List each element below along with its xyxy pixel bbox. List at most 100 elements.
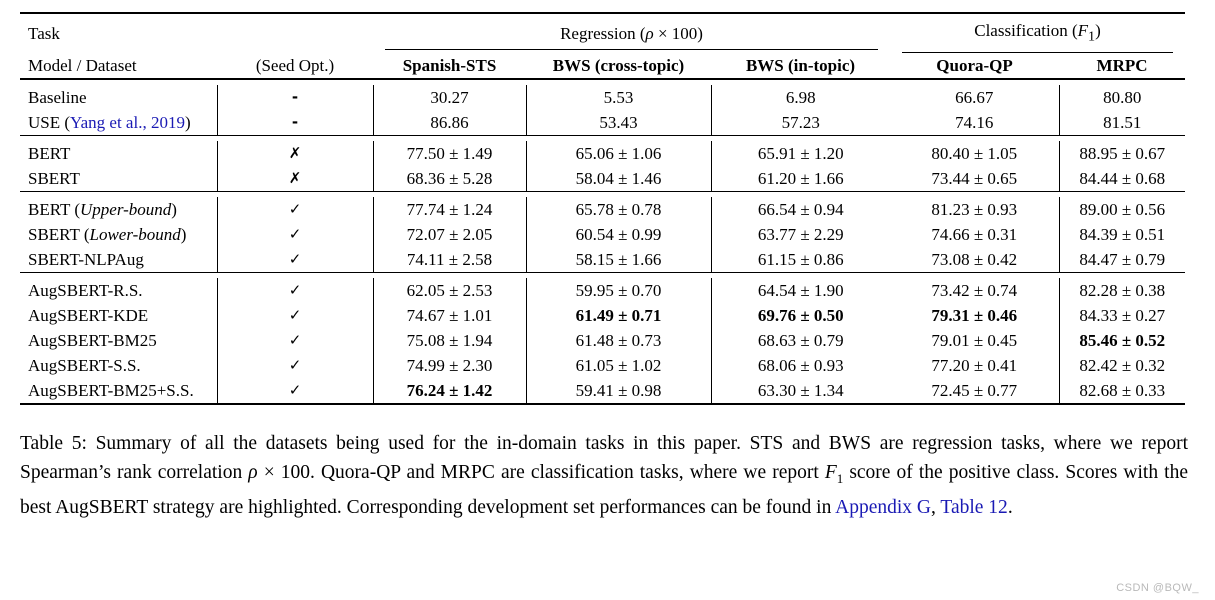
score-cell: 74.67 ± 1.01: [372, 303, 526, 329]
score-cell: 53.43: [525, 110, 711, 136]
score-cell: 74.16: [955, 113, 994, 133]
score-cell: 77.20 ± 0.41: [931, 356, 1018, 376]
score-cell: 66.67: [955, 88, 994, 108]
check-mark: ✓: [216, 222, 373, 248]
col-header-bws-cross-topic: BWS (cross-topic): [552, 56, 685, 76]
group-header-regression: Regression (ρ × 100): [373, 13, 890, 53]
score-cell: 80.80: [1058, 85, 1186, 111]
section-rule: [20, 191, 1186, 198]
citation-link-yang-2019[interactable]: Yang et al., 2019: [70, 113, 185, 133]
score-cell: 81.51: [1058, 110, 1186, 136]
score-cell: 62.05 ± 2.53: [372, 278, 526, 304]
model-name: SBERT-NLPAug: [28, 250, 144, 270]
check-mark: ✓: [216, 378, 373, 405]
score-cell: 65.91 ± 1.20: [710, 141, 891, 167]
score-cell: 74.99 ± 2.30: [372, 353, 526, 379]
caption-f1-symbol: F: [824, 462, 837, 484]
score-cell: 68.63 ± 0.79: [710, 328, 891, 354]
table-row-use: USE (Yang et al., 2019) - 86.86 53.43 57…: [20, 110, 1186, 136]
score-cell: 88.95 ± 0.67: [1058, 141, 1186, 167]
score-cell: 81.23 ± 0.93: [931, 200, 1018, 220]
score-cell: 77.50 ± 1.49: [372, 141, 526, 167]
section-rule: [20, 135, 1186, 142]
score-cell: 63.77 ± 2.29: [710, 222, 891, 248]
task-header: Task: [28, 24, 60, 44]
csdn-watermark: CSDN @BQW_: [1116, 582, 1199, 594]
cross-mark: ✗: [216, 166, 373, 192]
rule-after-header: [20, 78, 1186, 86]
score-cell: 73.08 ± 0.42: [931, 250, 1018, 270]
table-row-augsbert-rs: AugSBERT-R.S. ✓ 62.05 ± 2.53 59.95 ± 0.7…: [20, 278, 1186, 304]
model-name: USE (Yang et al., 2019): [28, 113, 191, 133]
table-12-link[interactable]: Table 12: [940, 497, 1008, 519]
table-row-bert: BERT ✗ 77.50 ± 1.49 65.06 ± 1.06 65.91 ±…: [20, 141, 1186, 167]
check-mark: ✓: [216, 247, 373, 273]
score-cell: 74.66 ± 0.31: [931, 225, 1018, 245]
table-row-augsbert-bm25-ss: AugSBERT-BM25+S.S. ✓ 76.24 ± 1.42 59.41 …: [20, 378, 1186, 405]
score-cell: 84.33 ± 0.27: [1058, 303, 1186, 329]
score-cell: 58.15 ± 1.66: [525, 247, 711, 273]
model-name: AugSBERT-R.S.: [28, 281, 143, 301]
caption-text: Table 5: Summary of all the datasets bei…: [20, 433, 1188, 484]
score-cell: 82.68 ± 0.33: [1058, 378, 1186, 405]
table-caption: Table 5: Summary of all the datasets bei…: [20, 433, 1188, 519]
score-cell: 80.40 ± 1.05: [931, 144, 1018, 164]
score-cell: 58.04 ± 1.46: [525, 166, 711, 192]
score-cell: 76.24 ± 1.42: [372, 378, 526, 405]
col-header-bws-in-topic: BWS (in-topic): [745, 56, 856, 76]
appendix-g-link[interactable]: Appendix G: [835, 497, 931, 519]
table-row-augsbert-ss: AugSBERT-S.S. ✓ 74.99 ± 2.30 61.05 ± 1.0…: [20, 353, 1186, 379]
score-cell: 74.11 ± 2.58: [372, 247, 526, 273]
table-row-sbert-lower-bound: SBERT (Lower-bound) ✓ 72.07 ± 2.05 60.54…: [20, 222, 1186, 248]
score-cell: 85.46 ± 0.52: [1058, 328, 1186, 354]
score-cell: 68.36 ± 5.28: [372, 166, 526, 192]
check-mark: ✓: [216, 197, 373, 223]
score-cell: 61.15 ± 0.86: [710, 247, 891, 273]
score-cell: 82.42 ± 0.32: [1058, 353, 1186, 379]
score-cell: 66.54 ± 0.94: [710, 197, 891, 223]
results-table: Task Regression (ρ × 100) Classification…: [20, 12, 1186, 406]
score-cell: 61.48 ± 0.73: [525, 328, 711, 354]
model-name: Baseline: [28, 88, 87, 108]
model-name: AugSBERT-KDE: [28, 306, 149, 326]
score-cell: 65.06 ± 1.06: [525, 141, 711, 167]
score-cell: 59.95 ± 0.70: [525, 278, 711, 304]
score-cell: 68.06 ± 0.93: [710, 353, 891, 379]
col-header-spanish-sts: Spanish-STS: [402, 56, 497, 76]
score-cell: 59.41 ± 0.98: [525, 378, 711, 405]
score-cell: 60.54 ± 0.99: [525, 222, 711, 248]
score-cell: 61.05 ± 1.02: [525, 353, 711, 379]
header-row-groups: Task Regression (ρ × 100) Classification…: [20, 13, 1185, 54]
score-cell: 30.27: [372, 85, 526, 111]
model-name: AugSBERT-BM25+S.S.: [28, 381, 194, 401]
check-mark: ✓: [216, 353, 373, 379]
score-cell: 6.98: [710, 85, 891, 111]
score-cell: 77.74 ± 1.24: [372, 197, 526, 223]
score-cell: 63.30 ± 1.34: [710, 378, 891, 405]
model-name: AugSBERT-S.S.: [28, 356, 141, 376]
score-cell: 79.01 ± 0.45: [931, 331, 1018, 351]
check-mark: ✓: [216, 278, 373, 304]
model-name: AugSBERT-BM25: [28, 331, 157, 351]
table-row-sbert-nlpaug: SBERT-NLPAug ✓ 74.11 ± 2.58 58.15 ± 1.66…: [20, 247, 1186, 273]
score-cell: 84.39 ± 0.51: [1058, 222, 1186, 248]
score-cell: 61.20 ± 1.66: [710, 166, 891, 192]
header-row-columns: Model / Dataset (Seed Opt.) Spanish-STS …: [20, 53, 1185, 79]
model-dataset-header: Model / Dataset: [28, 56, 137, 76]
seed-opt-header: (Seed Opt.): [255, 56, 335, 76]
score-cell: 57.23: [710, 110, 891, 136]
score-cell: 72.45 ± 0.77: [931, 381, 1018, 401]
model-name: SBERT: [28, 169, 80, 189]
score-cell: 79.31 ± 0.46: [931, 306, 1018, 326]
score-cell: 72.07 ± 2.05: [372, 222, 526, 248]
score-cell: 89.00 ± 0.56: [1058, 197, 1186, 223]
table-row-bert-upper-bound: BERT (Upper-bound) ✓ 77.74 ± 1.24 65.78 …: [20, 197, 1186, 223]
col-header-quora-qp: Quora-QP: [936, 56, 1013, 76]
header-spacer: [217, 13, 373, 53]
score-cell: 84.44 ± 0.68: [1058, 166, 1186, 192]
score-cell: 5.53: [525, 85, 711, 111]
paper-page: Task Regression (ρ × 100) Classification…: [20, 12, 1199, 594]
seed-opt-value: -: [216, 110, 373, 136]
check-mark: ✓: [216, 328, 373, 354]
caption-rho-symbol: ρ: [248, 462, 258, 484]
